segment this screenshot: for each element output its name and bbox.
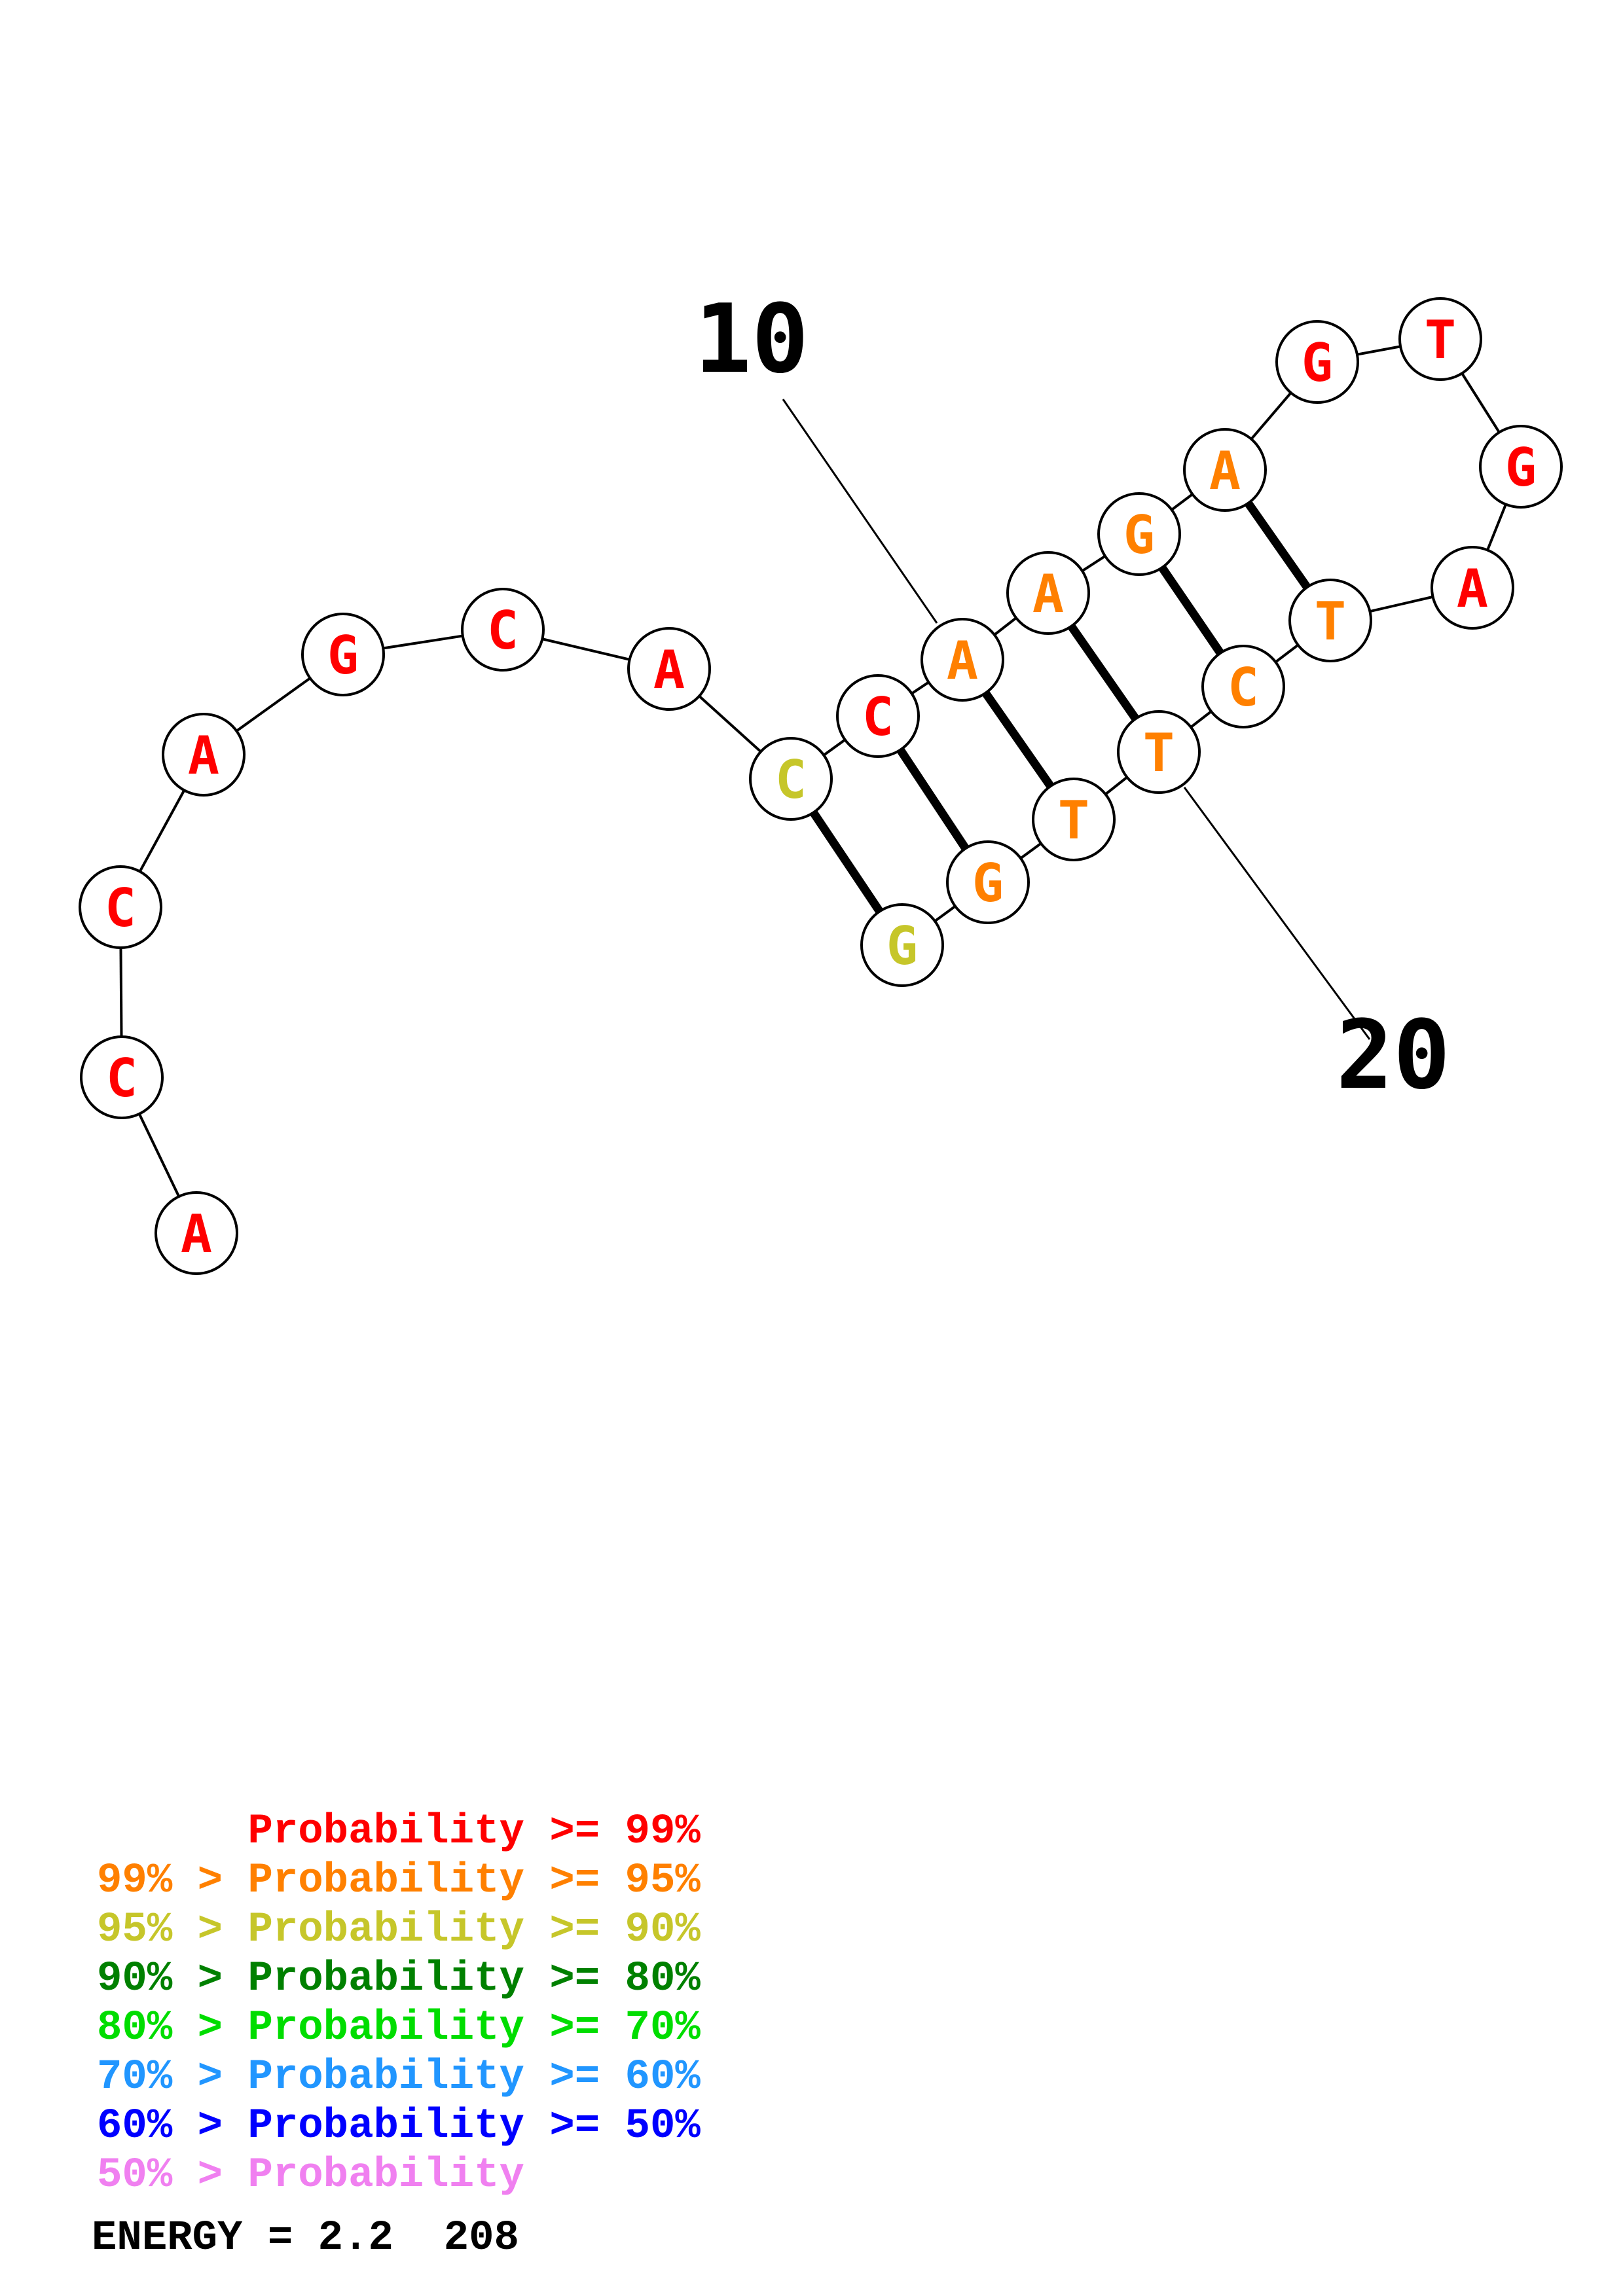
nucleotide-circle-16	[1479, 425, 1563, 509]
energy-text: ENERGY = 2.2 208	[92, 2215, 519, 2262]
nucleotide-circle-8	[749, 737, 833, 821]
nucleotide-letter-20: T	[1143, 723, 1175, 783]
nucleotide-letter-10: A	[947, 630, 978, 691]
nucleotide-circle-7	[627, 627, 711, 711]
probability-legend: Probability >= 99% 99% > Probability >= 9…	[97, 1808, 701, 2200]
nucleotide-letter-2: C	[106, 1048, 137, 1109]
nucleotide-circle-18	[1288, 579, 1372, 662]
nucleotide-circle-5	[301, 613, 385, 696]
nucleotide-letter-3: C	[105, 878, 136, 939]
position-pointer-line	[782, 399, 938, 624]
nucleotide-letter-5: G	[327, 625, 359, 686]
nucleotide-letter-11: A	[1032, 564, 1064, 624]
nucleotide-letter-6: C	[487, 600, 519, 661]
nucleotide-letter-9: C	[862, 687, 894, 747]
nucleotide-letter-16: G	[1505, 437, 1537, 498]
position-pointer-line	[1183, 787, 1371, 1040]
nucleotide-letter-7: A	[653, 639, 685, 700]
legend-line: 95% > Probability >= 90%	[97, 1907, 701, 1954]
nucleotide-circle-1	[155, 1191, 238, 1275]
nucleotide-letter-23: G	[886, 916, 918, 977]
nucleotide-letter-1: A	[181, 1204, 212, 1265]
nucleotide-circle-22	[946, 840, 1030, 924]
nucleotide-circle-15	[1398, 297, 1482, 381]
position-label-20: 20	[1336, 1000, 1451, 1111]
legend-line: 80% > Probability >= 70%	[97, 2005, 701, 2052]
nucleotide-circle-17	[1431, 546, 1514, 630]
legend-line: 99% > Probability >= 95%	[97, 1857, 701, 1905]
legend-line: 50% > Probability	[97, 2152, 524, 2199]
nucleotide-letter-8: C	[775, 749, 807, 810]
nucleotide-letter-12: G	[1123, 505, 1155, 565]
nucleotide-circle-2	[80, 1035, 164, 1119]
nucleotide-circle-4	[162, 713, 246, 797]
nucleotide-letter-4: A	[188, 725, 219, 786]
nucleotide-circle-23	[860, 903, 944, 987]
nucleotide-letter-13: A	[1209, 440, 1241, 501]
legend-line: Probability >= 99%	[97, 1808, 701, 1856]
nucleotide-circle-19	[1201, 645, 1285, 728]
nucleotide-letter-22: G	[972, 853, 1004, 914]
position-label-10: 10	[695, 284, 809, 395]
nucleotide-circle-9	[836, 674, 920, 758]
legend-line: 90% > Probability >= 80%	[97, 1956, 701, 2003]
nucleotide-circle-11	[1006, 551, 1090, 635]
nucleotide-letter-14: G	[1302, 332, 1333, 393]
nucleotide-circle-14	[1275, 320, 1359, 404]
nucleotide-circle-21	[1032, 778, 1116, 861]
nucleotide-circle-3	[79, 865, 162, 949]
nucleotide-letter-17: A	[1457, 558, 1488, 619]
nucleotide-letter-19: C	[1228, 657, 1259, 718]
legend-line: 70% > Probability >= 60%	[97, 2054, 701, 2101]
nucleotide-letter-21: T	[1058, 790, 1089, 851]
nucleotide-circle-12	[1097, 492, 1181, 576]
nucleotide-letter-18: T	[1315, 591, 1346, 652]
nucleotide-circle-10	[921, 618, 1004, 702]
nucleotide-circle-6	[461, 588, 545, 672]
nucleotide-circle-13	[1183, 428, 1267, 512]
nucleotide-circle-20	[1117, 710, 1201, 794]
nucleotide-letter-15: T	[1425, 310, 1456, 370]
legend-line: 60% > Probability >= 50%	[97, 2103, 701, 2150]
